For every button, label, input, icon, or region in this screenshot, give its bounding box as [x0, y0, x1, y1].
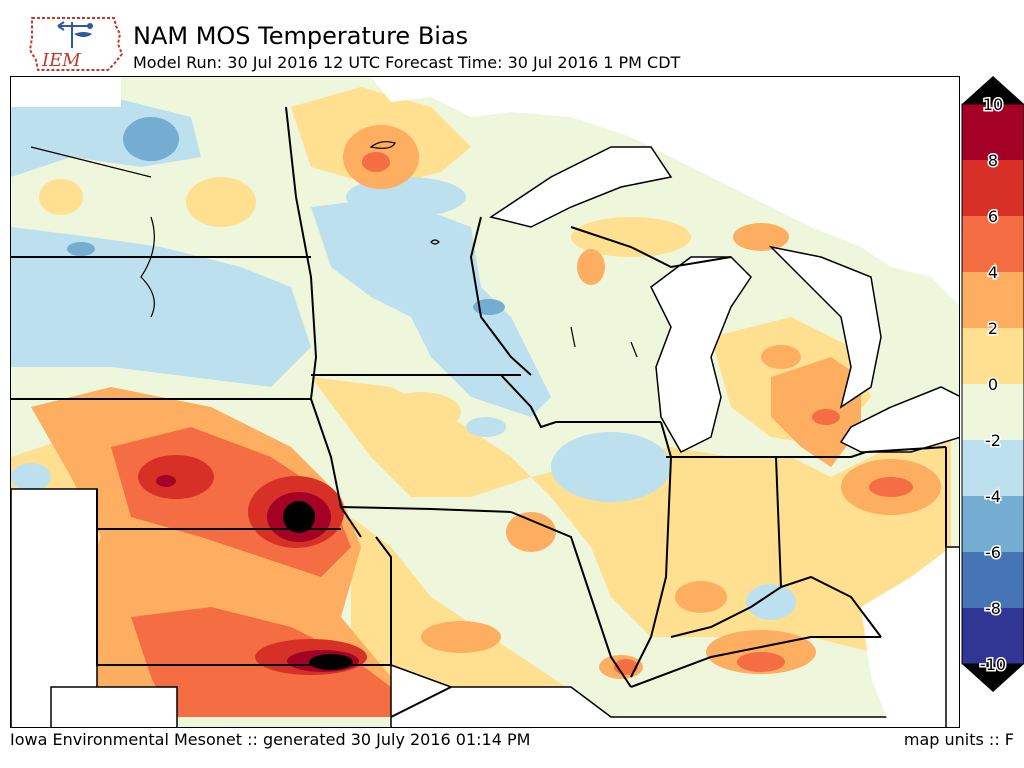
iem-logo: IEM: [28, 14, 124, 74]
iem-logo-graphic: IEM: [28, 17, 124, 71]
legend-swatch: [962, 104, 1024, 161]
legend-swatch: [962, 384, 1024, 441]
legend-tick-label: 6: [988, 207, 998, 226]
legend-tick-label: -10: [980, 655, 1006, 674]
footer-units: map units :: F: [903, 730, 1014, 749]
legend-swatch: [962, 160, 1024, 217]
legend-tick-label: 8: [988, 151, 998, 170]
legend-swatch: [962, 496, 1024, 553]
legend-tick-label: 0: [988, 375, 998, 394]
legend-tick-label: 2: [988, 319, 998, 338]
legend-swatch: [962, 440, 1024, 497]
bias-map-canvas: [11, 77, 959, 727]
legend-tick-label: -8: [985, 599, 1001, 618]
legend-overflow-top: [962, 76, 1024, 104]
legend-swatch: [962, 608, 1024, 665]
map-subtitle: Model Run: 30 Jul 2016 12 UTC Forecast T…: [133, 53, 681, 72]
color-legend: 10 8 6 4 2 0 -2 -4 -6 -8 -10: [960, 76, 1024, 692]
legend-tick-label: 10: [983, 95, 1003, 114]
legend-tick-label: -4: [985, 487, 1001, 506]
map-title: NAM MOS Temperature Bias: [133, 22, 469, 50]
legend-tick-label: -6: [985, 543, 1001, 562]
legend-border: [961, 103, 1024, 665]
color-legend-graphic: 10 8 6 4 2 0 -2 -4 -6 -8 -10: [961, 76, 1024, 692]
legend-tick-label: 4: [988, 263, 998, 282]
legend-swatch: [962, 216, 1024, 273]
logo-text: IEM: [41, 50, 81, 71]
coastlines: [30, 141, 638, 358]
bias-map: [10, 76, 960, 728]
bias-zone-neg2-neg4: [11, 97, 796, 620]
legend-labels: 10 8 6 4 2 0 -2 -4 -6 -8 -10: [978, 94, 1007, 676]
legend-overflow-bottom: [962, 664, 1024, 692]
legend-tick-label: -2: [985, 431, 1001, 450]
legend-swatches: [962, 104, 1024, 665]
legend-swatch: [962, 328, 1024, 385]
legend-swatch: [962, 272, 1024, 329]
masked-regions: [11, 77, 959, 727]
state-borders: [11, 106, 947, 718]
legend-swatch: [962, 552, 1024, 609]
footer-credit: Iowa Environmental Mesonet :: generated …: [10, 730, 531, 749]
